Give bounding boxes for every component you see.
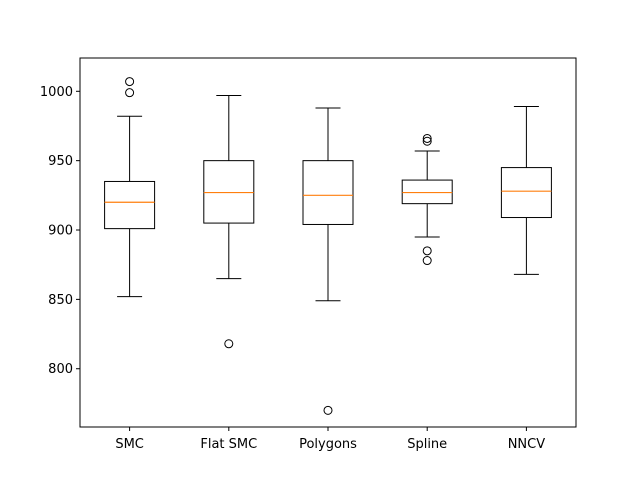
iqr-box <box>500 167 552 219</box>
outlier-point <box>224 339 234 349</box>
outlier-point <box>422 136 432 146</box>
box-group-5 <box>500 106 552 275</box>
x-tick-label: Polygons <box>299 437 357 452</box>
y-tick-label: 900 <box>48 224 73 239</box>
x-tick-label: Spline <box>407 437 447 452</box>
outlier-point <box>422 133 432 143</box>
box-group-1 <box>104 77 156 298</box>
box-group-3 <box>302 107 354 415</box>
iqr-box <box>302 160 354 225</box>
x-tick-label: Flat SMC <box>200 437 257 452</box>
outlier-point <box>422 256 432 266</box>
x-tick-label: SMC <box>115 437 144 452</box>
iqr-box <box>203 160 255 224</box>
x-tick-label: NNCV <box>508 437 546 452</box>
box-group-4 <box>401 133 453 266</box>
box-group-2 <box>203 94 255 349</box>
y-tick-label: 850 <box>48 293 73 308</box>
y-tick-label: 950 <box>48 154 73 169</box>
iqr-box <box>401 179 453 205</box>
axis-layer: 800 850 900 950 1000 SMC Flat SMC Polygons Splin… <box>40 85 545 452</box>
outlier-point <box>323 405 333 415</box>
plot-layer <box>104 77 552 415</box>
outlier-point <box>125 77 135 87</box>
y-tick-label: 800 <box>48 362 73 377</box>
outlier-point <box>422 246 432 256</box>
iqr-box <box>104 180 156 230</box>
outlier-point <box>125 88 135 98</box>
y-tick-label: 1000 <box>40 85 73 100</box>
